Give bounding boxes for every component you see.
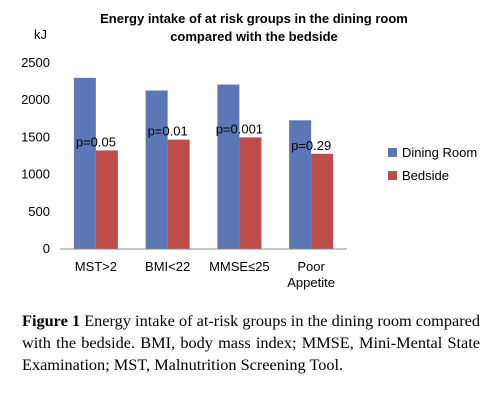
bars (73, 77, 334, 250)
y-axis-ticks: 0 500 1000 1500 2000 2500 (21, 55, 50, 256)
chart-title-line-1: Energy intake of at risk groups in the d… (100, 11, 408, 26)
bar-dining-room (289, 120, 312, 250)
legend-swatch (388, 171, 397, 180)
p-value-label: p=0.01 (148, 124, 188, 139)
y-tick-label: 2000 (21, 92, 50, 107)
p-value-annotations: p=0.05 p=0.01 p=0.001 p=0.29 (76, 121, 331, 152)
bar-bedside (311, 153, 334, 249)
legend-label: Dining Room (402, 145, 477, 160)
y-axis-label: kJ (34, 27, 47, 42)
y-tick-label: 1000 (21, 167, 50, 182)
legend-swatch (388, 148, 397, 157)
p-value-label: p=0.29 (291, 138, 331, 153)
p-value-label: p=0.001 (216, 121, 263, 136)
bar-dining-room (73, 77, 96, 249)
chart-title: Energy intake of at risk groups in the d… (100, 11, 408, 44)
x-tick-label: Appetite (287, 275, 335, 290)
y-tick-label: 500 (28, 204, 50, 219)
bar-dining-room (145, 90, 168, 249)
bar-dining-room (217, 84, 240, 250)
bar-bedside (167, 139, 190, 249)
figure-label: Figure 1 (22, 311, 81, 330)
x-tick-label: Poor (297, 259, 325, 274)
y-tick-label: 1500 (21, 129, 50, 144)
bar-bedside (239, 137, 262, 249)
x-tick-label: MST>2 (75, 259, 117, 274)
p-value-label: p=0.05 (76, 134, 116, 149)
x-tick-label: BMI<22 (145, 259, 190, 274)
legend: Dining Room Bedside (388, 145, 477, 183)
x-tick-label: MMSE≤25 (209, 259, 270, 274)
chart-title-line-2: compared with the bedside (170, 29, 338, 44)
y-tick-label: 2500 (21, 55, 50, 70)
caption-text: Energy intake of at-risk groups in the d… (22, 311, 480, 374)
bar-bedside (95, 150, 118, 249)
bar-chart: Energy intake of at risk groups in the d… (21, 11, 477, 290)
legend-label: Bedside (402, 168, 449, 183)
figure-caption: Figure 1 Energy intake of at-risk groups… (22, 310, 480, 376)
y-tick-label: 0 (43, 241, 50, 256)
